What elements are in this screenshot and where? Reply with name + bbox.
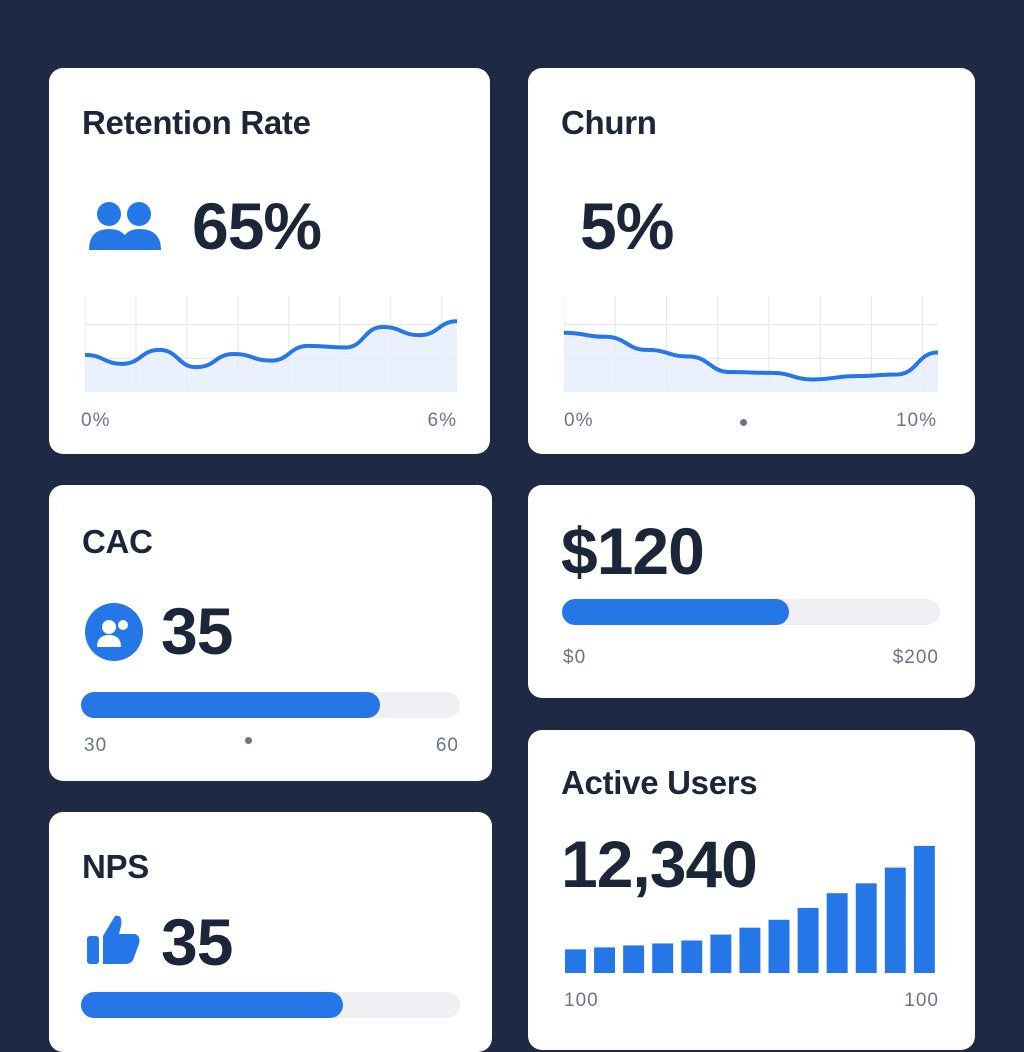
cac-progress-bar	[81, 692, 460, 718]
churn-max-label: 10%	[895, 410, 937, 431]
cac-progress-fill	[81, 692, 381, 718]
bar	[681, 940, 703, 973]
spend-max-label: $200	[892, 647, 939, 668]
bar	[797, 907, 819, 973]
line-series	[85, 319, 457, 370]
nps-progress-bar	[81, 992, 460, 1018]
spend-min-label: $0	[563, 647, 587, 668]
nps-progress-fill	[81, 992, 343, 1018]
cac-min-label: 30	[84, 735, 108, 756]
spend-card: $120 $0 $200	[528, 485, 975, 698]
nps-card: NPS 35	[49, 812, 492, 1052]
churn-min-label: 0%	[564, 410, 594, 431]
spend-progress-fill	[562, 599, 789, 625]
retention-value: 65%	[192, 189, 322, 263]
cac-card: CAC 35 30 60	[49, 485, 492, 781]
churn-card: Churn 5% 0% 10%	[528, 68, 975, 454]
bar	[913, 845, 935, 973]
user-group-chat-icon	[85, 603, 143, 661]
spend-value: $120	[561, 514, 705, 588]
active-users-card: Active Users 12,340 100 100	[528, 730, 975, 1050]
nps-value: 35	[161, 905, 233, 979]
bar	[855, 883, 877, 973]
active-users-title: Active Users	[561, 764, 758, 801]
spend-progress-bar	[562, 599, 940, 625]
pager-dot	[740, 419, 747, 426]
bar	[710, 934, 732, 973]
churn-sparkline	[564, 296, 938, 392]
active-users-max-label: 100	[904, 990, 939, 1011]
retention-title: Retention Rate	[82, 104, 311, 141]
retention-min-label: 0%	[81, 410, 111, 431]
churn-title: Churn	[561, 104, 657, 141]
retention-max-label: 6%	[427, 410, 457, 431]
pager-dot	[245, 737, 252, 744]
thumbs-up-icon	[87, 915, 140, 964]
bar	[884, 867, 906, 973]
bar	[652, 943, 674, 973]
users-icon	[89, 202, 161, 250]
active-users-min-label: 100	[564, 990, 599, 1011]
bar	[623, 945, 645, 973]
cac-value: 35	[161, 594, 233, 668]
nps-title: NPS	[82, 848, 149, 885]
line-series	[564, 330, 938, 382]
bar	[565, 949, 586, 973]
cac-title: CAC	[82, 523, 153, 560]
active-users-bars	[565, 845, 935, 973]
churn-value: 5%	[580, 189, 674, 263]
cac-max-label: 60	[435, 735, 459, 756]
retention-sparkline	[85, 296, 457, 392]
retention-card: Retention Rate 65% 0% 6%	[49, 68, 490, 454]
bar	[739, 927, 761, 973]
bar	[826, 893, 848, 973]
bar	[768, 919, 790, 973]
active-users-value: 12,340	[561, 827, 758, 901]
bar	[594, 947, 616, 973]
